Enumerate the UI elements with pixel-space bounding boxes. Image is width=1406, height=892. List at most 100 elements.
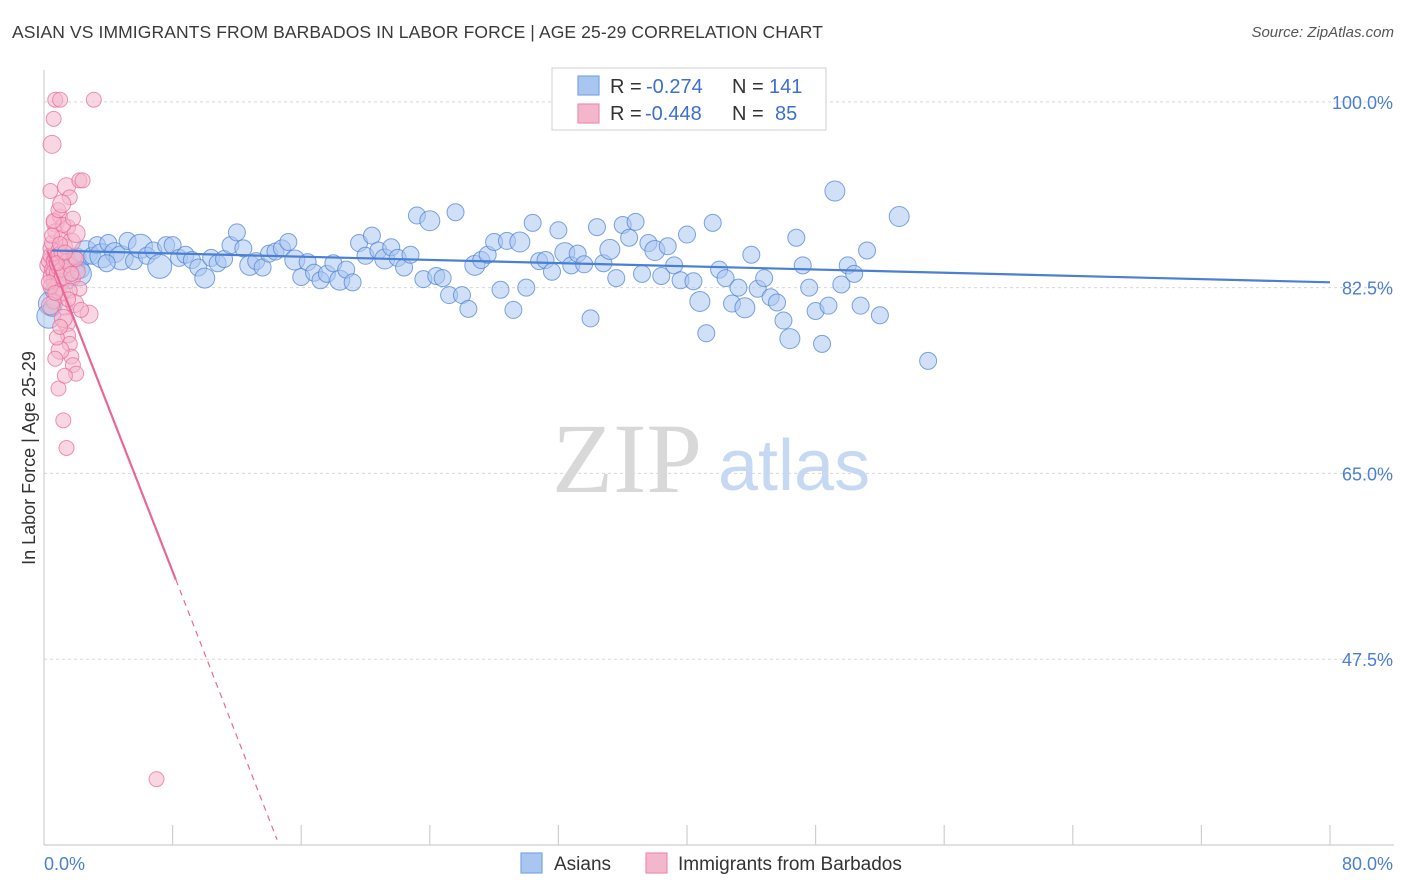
barbados-point	[74, 172, 91, 189]
watermark-zip: ZIP	[552, 403, 702, 514]
asians-point	[697, 324, 716, 343]
asians-point	[800, 278, 819, 297]
asians-point	[845, 264, 864, 283]
y-tick-labels: 100.0% 82.5% 65.0% 47.5%	[1332, 93, 1393, 670]
series-asians-points	[36, 180, 938, 370]
asians-point	[549, 221, 568, 240]
asians-point	[813, 334, 832, 353]
barbados-trend-line	[46, 250, 177, 580]
asians-point	[787, 228, 806, 247]
bottom-legend: Asians Immigrants from Barbados	[520, 852, 902, 875]
barbados-point	[63, 265, 80, 282]
asians-point	[279, 232, 298, 251]
legend-swatch-blue	[577, 75, 600, 96]
asians-point	[919, 351, 938, 370]
asians-point	[858, 241, 877, 260]
legend-r-value-1: -0.274	[646, 76, 703, 98]
asians-point	[491, 280, 510, 299]
asians-point	[658, 237, 677, 256]
asians-point	[851, 296, 870, 315]
asians-point	[755, 269, 774, 288]
barbados-point	[55, 412, 72, 429]
asians-point	[768, 293, 787, 312]
barbados-point	[47, 350, 64, 367]
asians-point	[734, 297, 756, 319]
asians-point	[97, 254, 116, 273]
y-tick-label-1: 82.5%	[1342, 279, 1393, 299]
asians-point	[581, 309, 600, 328]
legend-r-label-1: R =	[610, 76, 642, 98]
asians-point	[587, 218, 606, 237]
barbados-point	[42, 183, 59, 200]
bottom-legend-label-asians: Asians	[554, 854, 611, 875]
barbados-trend-extension	[175, 579, 278, 840]
barbados-point	[72, 301, 89, 318]
axes	[43, 70, 1394, 846]
asians-point	[870, 306, 889, 325]
asians-point	[343, 273, 362, 292]
asians-point	[523, 213, 542, 232]
y-tick-label-2: 65.0%	[1342, 464, 1393, 484]
y-axis-title: In Labor Force | Age 25-29	[19, 351, 39, 565]
asians-point	[703, 213, 722, 232]
asians-point	[824, 180, 846, 202]
bottom-legend-label-barbados: Immigrants from Barbados	[678, 854, 902, 875]
asians-point	[599, 238, 621, 260]
asians-point	[419, 210, 441, 232]
chart-title: ASIAN VS IMMIGRANTS FROM BARBADOS IN LAB…	[12, 22, 824, 42]
asians-point	[652, 266, 671, 285]
asians-point	[433, 269, 452, 288]
legend-n-label-1: N =	[732, 76, 764, 98]
asians-trend-line	[52, 249, 1331, 284]
asians-point	[793, 256, 812, 275]
asians-point	[607, 269, 626, 288]
x-tick-label-max: 80.0%	[1342, 854, 1393, 874]
legend-r-label-2: R =	[610, 103, 642, 125]
chart-source: Source: ZipAtlas.com	[1251, 24, 1394, 41]
top-legend: R = -0.274 N = 141 R = -0.448 N = 85	[551, 67, 827, 131]
asians-point	[517, 278, 536, 297]
bottom-legend-swatch-barbados	[645, 852, 668, 874]
series-barbados-points	[39, 91, 165, 788]
barbados-point	[52, 91, 69, 108]
barbados-point	[148, 771, 165, 788]
asians-point	[684, 272, 703, 291]
asians-point	[626, 212, 645, 231]
asians-point	[194, 267, 216, 289]
asians-point	[678, 225, 696, 244]
asians-point	[779, 328, 801, 350]
trend-lines	[46, 249, 1331, 840]
asians-point	[401, 245, 420, 264]
barbados-point	[56, 244, 73, 261]
asians-point	[509, 231, 531, 253]
barbados-point	[56, 367, 73, 384]
gridlines	[44, 101, 1394, 660]
legend-n-label-2: N =	[732, 103, 764, 125]
asians-point	[689, 290, 711, 312]
asians-point	[542, 262, 561, 281]
barbados-point	[47, 284, 64, 301]
asians-point	[632, 264, 651, 283]
legend-n-value-1: 141	[769, 76, 802, 98]
watermark-atlas: atlas	[718, 426, 870, 506]
asians-point	[742, 245, 761, 264]
asians-point	[832, 275, 851, 294]
asians-point	[446, 203, 465, 222]
asians-point	[459, 299, 478, 318]
asians-point	[234, 239, 253, 258]
x-tick-label-min: 0.0%	[44, 854, 85, 874]
asians-point	[147, 253, 173, 279]
legend-n-value-2: 85	[775, 103, 797, 125]
asians-point	[888, 206, 910, 228]
barbados-point	[64, 210, 81, 227]
legend-swatch-pink	[577, 103, 600, 124]
barbados-point	[58, 439, 75, 456]
x-ticks	[172, 825, 1331, 845]
barbados-point	[45, 110, 62, 127]
barbados-point	[52, 318, 69, 335]
barbados-point	[50, 380, 67, 397]
legend-r-value-2: -0.448	[645, 103, 702, 125]
asians-point	[729, 278, 748, 297]
barbados-point	[42, 134, 62, 154]
